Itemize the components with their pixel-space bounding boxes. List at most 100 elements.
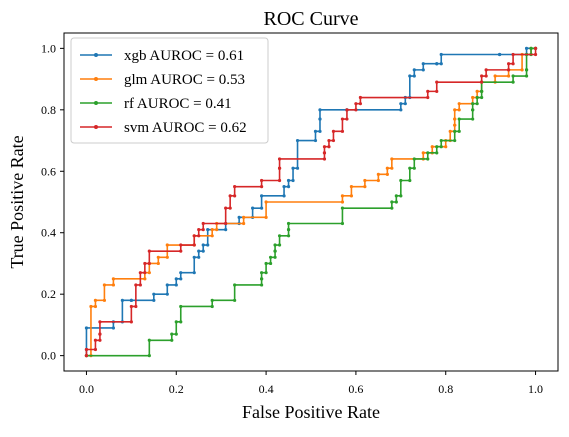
data-point bbox=[129, 298, 133, 302]
data-point bbox=[147, 261, 151, 266]
data-point bbox=[480, 89, 484, 93]
data-point bbox=[260, 283, 264, 287]
data-point bbox=[84, 347, 89, 352]
data-point bbox=[201, 221, 205, 226]
data-point bbox=[457, 102, 461, 106]
data-point bbox=[340, 117, 345, 121]
series-rf bbox=[84, 46, 538, 358]
legend-label: rf AUROC = 0.41 bbox=[124, 96, 232, 112]
data-point bbox=[480, 95, 484, 100]
data-point bbox=[129, 320, 133, 324]
data-point bbox=[165, 243, 169, 247]
data-point bbox=[533, 52, 538, 57]
data-point bbox=[277, 157, 282, 161]
data-point bbox=[430, 145, 434, 149]
data-point bbox=[192, 243, 196, 247]
data-point bbox=[233, 185, 237, 189]
data-point bbox=[286, 234, 291, 238]
data-point bbox=[233, 298, 237, 302]
data-point bbox=[363, 185, 367, 189]
x-tick-label: 1.0 bbox=[528, 382, 543, 396]
data-point bbox=[435, 80, 439, 84]
data-point bbox=[282, 194, 286, 198]
data-point bbox=[98, 338, 102, 342]
legend-marker bbox=[94, 77, 98, 81]
data-point bbox=[224, 206, 228, 210]
data-point bbox=[147, 249, 151, 253]
data-point bbox=[268, 261, 273, 266]
data-point bbox=[394, 194, 398, 198]
data-point bbox=[174, 283, 178, 287]
data-point bbox=[484, 74, 488, 78]
data-point bbox=[385, 172, 389, 176]
data-point bbox=[435, 62, 439, 66]
data-point bbox=[421, 62, 425, 66]
data-point bbox=[143, 261, 147, 266]
y-axis-title: True Positive Rate bbox=[7, 135, 27, 268]
legend-box bbox=[70, 37, 269, 144]
data-point bbox=[224, 221, 228, 226]
data-point bbox=[111, 326, 115, 330]
data-point bbox=[435, 151, 439, 155]
data-point bbox=[435, 145, 439, 149]
data-point bbox=[340, 129, 345, 133]
data-point bbox=[295, 166, 300, 170]
data-point bbox=[349, 194, 354, 198]
data-point bbox=[197, 249, 201, 253]
data-point bbox=[152, 292, 156, 296]
data-point bbox=[273, 249, 277, 253]
data-point bbox=[264, 215, 268, 219]
data-point bbox=[524, 74, 529, 78]
data-point bbox=[156, 255, 160, 259]
data-point bbox=[313, 138, 318, 143]
data-point bbox=[507, 62, 511, 66]
data-point bbox=[412, 157, 416, 161]
data-point bbox=[102, 298, 107, 302]
data-point bbox=[242, 215, 246, 219]
y-tick-label: 0.8 bbox=[41, 103, 56, 117]
data-point bbox=[426, 151, 430, 155]
data-point bbox=[291, 178, 295, 183]
data-point bbox=[260, 271, 264, 275]
data-point bbox=[358, 95, 362, 100]
data-point bbox=[439, 145, 443, 149]
data-point bbox=[102, 283, 107, 287]
data-point bbox=[511, 80, 515, 84]
data-point bbox=[475, 89, 479, 93]
data-point bbox=[233, 283, 237, 287]
data-point bbox=[197, 255, 201, 259]
data-point bbox=[507, 74, 511, 78]
data-point bbox=[313, 129, 318, 133]
data-point bbox=[412, 74, 416, 78]
data-point bbox=[179, 277, 183, 281]
data-point bbox=[286, 178, 291, 183]
data-point bbox=[84, 354, 89, 358]
data-point bbox=[471, 95, 475, 100]
data-point bbox=[264, 271, 268, 275]
data-point bbox=[426, 95, 430, 100]
data-point bbox=[385, 166, 389, 170]
data-point bbox=[340, 194, 345, 198]
data-point bbox=[215, 228, 219, 232]
data-point bbox=[453, 129, 457, 133]
data-point bbox=[408, 166, 412, 170]
data-point bbox=[210, 304, 214, 309]
data-point bbox=[174, 332, 178, 336]
data-point bbox=[165, 292, 169, 296]
data-point bbox=[426, 89, 430, 93]
legend-label: svm AUROC = 0.62 bbox=[124, 120, 247, 136]
data-point bbox=[390, 206, 394, 210]
data-point bbox=[390, 200, 394, 204]
data-point bbox=[457, 129, 461, 133]
data-point bbox=[192, 271, 196, 275]
data-point bbox=[179, 249, 183, 253]
data-point bbox=[156, 261, 160, 266]
y-tick-label: 0.2 bbox=[41, 287, 56, 301]
data-point bbox=[412, 166, 416, 170]
data-point bbox=[242, 221, 246, 226]
data-point bbox=[165, 255, 169, 259]
data-point bbox=[138, 283, 142, 287]
data-point bbox=[84, 326, 89, 330]
data-point bbox=[376, 172, 380, 176]
